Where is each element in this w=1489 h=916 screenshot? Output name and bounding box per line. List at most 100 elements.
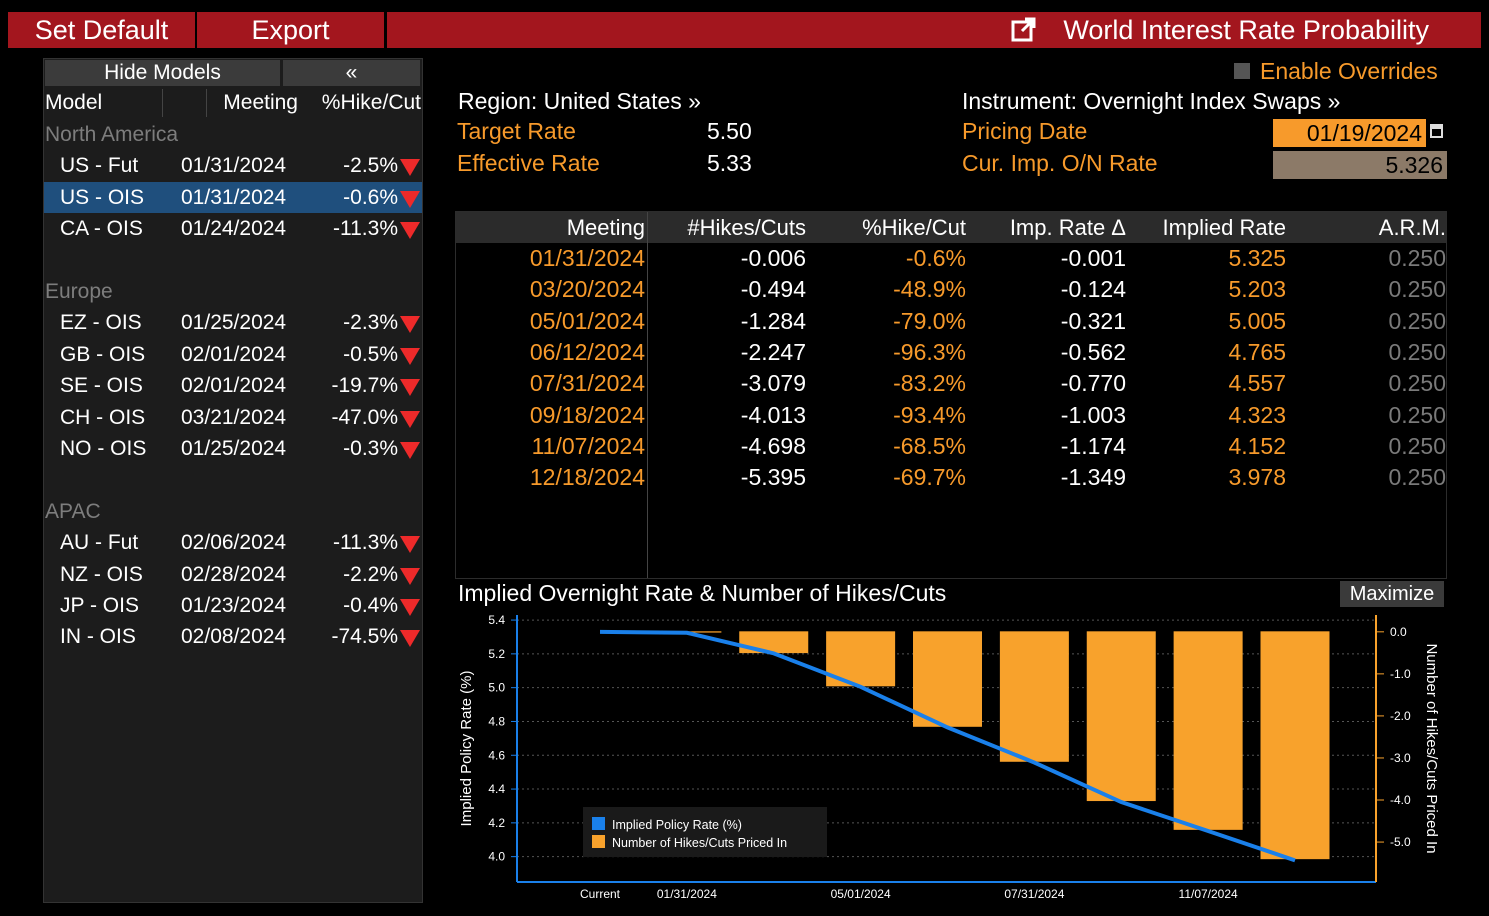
group-heading: North America	[45, 123, 179, 146]
table-cell: 11/07/2024	[531, 432, 645, 459]
table-cell: 0.250	[1388, 276, 1446, 303]
model-row[interactable]: IN - OIS 02/08/2024 -74.5%	[44, 621, 422, 652]
calendar-icon[interactable]	[1430, 124, 1443, 138]
table-cell: 0.250	[1388, 370, 1446, 397]
down-arrow	[400, 222, 420, 240]
model-name: CH - OIS	[60, 405, 146, 429]
column-header: %Hike/Cut	[862, 215, 966, 240]
group-heading: Europe	[45, 280, 113, 303]
hike-cut-pct: -11.3%	[333, 531, 398, 555]
model-row[interactable]: NO - OIS 01/25/2024 -0.3%	[44, 433, 422, 464]
table-cell: 4.323	[1228, 401, 1286, 428]
model-row[interactable]: NZ - OIS 02/28/2024 -2.2%	[44, 559, 422, 590]
meeting-table: Meeting #Hikes/Cuts %Hike/Cut Imp. Rate Δ Im…	[455, 211, 1447, 579]
model-name: SE - OIS	[60, 374, 143, 398]
model-row[interactable]: GB - OIS 02/01/2024 -0.5%	[44, 339, 422, 370]
model-row[interactable]: AU - Fut 02/06/2024 -11.3%	[44, 527, 422, 558]
table-cell: 4.557	[1228, 370, 1286, 397]
table-cell: -3.079	[740, 370, 806, 397]
y2-tick-label: 0.0	[1390, 625, 1407, 639]
column-header: A.R.M.	[1378, 215, 1446, 240]
model-row[interactable]: SE - OIS 02/01/2024 -19.7%	[44, 370, 422, 401]
legend-box	[583, 807, 827, 857]
field-value: 5.33	[707, 149, 752, 176]
rate-input[interactable]: 5.326	[1273, 150, 1447, 179]
table-cell: 07/31/2024	[529, 370, 645, 397]
table-cell: -69.7%	[893, 464, 966, 491]
table-cell: 0.250	[1388, 338, 1446, 365]
model-name: CA - OIS	[60, 217, 143, 241]
collapse-button[interactable]: «	[283, 60, 420, 86]
column-header: Implied Rate	[1162, 215, 1286, 240]
table-cell: 5.005	[1228, 307, 1286, 334]
model-row[interactable]: CA - OIS 01/24/2024 -11.3%	[44, 213, 422, 244]
y2-tick-label: -4.0	[1390, 793, 1411, 807]
down-arrow	[400, 567, 420, 585]
table-cell: -0.562	[1060, 338, 1126, 365]
popout-icon[interactable]	[1010, 16, 1038, 44]
x-tick-label: 05/01/2024	[831, 887, 891, 901]
model-row[interactable]: JP - OIS 01/23/2024 -0.4%	[44, 590, 422, 621]
maximize-button[interactable]: Maximize	[1340, 581, 1444, 607]
column-header: Meeting	[566, 215, 645, 240]
down-arrow	[400, 190, 420, 208]
export-button[interactable]: Export	[197, 12, 384, 48]
meeting-date: 02/06/2024	[181, 531, 287, 555]
override-checkbox[interactable]	[1234, 63, 1250, 79]
table-cell: -93.4%	[893, 401, 966, 428]
field-label: Cur. Imp. O/N Rate	[962, 149, 1158, 176]
table-cell: 3.978	[1228, 464, 1286, 491]
table-cell: -1.174	[1060, 432, 1126, 459]
input-value: 01/19/2024	[1306, 120, 1422, 146]
table-header	[456, 212, 1446, 243]
model-row[interactable]: CH - OIS 03/21/2024 -47.0%	[44, 402, 422, 433]
column-header: Meeting	[223, 91, 298, 114]
column-header: Imp. Rate Δ	[1009, 215, 1126, 240]
legend-label: Implied Policy Rate (%)	[612, 818, 742, 832]
instrument[interactable]: Instrument: Overnight Index Swaps »	[962, 88, 1341, 114]
bar	[913, 631, 982, 727]
down-arrow	[400, 347, 420, 365]
table-cell: -0.770	[1060, 370, 1126, 397]
region[interactable]: Region: United States »	[458, 88, 701, 114]
hike-cut-pct: -74.5%	[331, 625, 398, 649]
meeting-date: 01/25/2024	[181, 311, 287, 335]
group-heading: APAC	[45, 499, 101, 523]
header-divider	[162, 89, 163, 117]
down-arrow	[400, 536, 420, 554]
y-tick-label: 4.6	[488, 748, 505, 762]
table-cell: -0.6%	[905, 245, 966, 271]
set-default-button[interactable]: Set Default	[8, 12, 195, 48]
legend-label: Number of Hikes/Cuts Priced In	[612, 836, 787, 850]
meeting-date: 02/28/2024	[181, 562, 287, 586]
y-tick-label: 4.0	[488, 850, 505, 864]
down-arrow	[400, 379, 420, 397]
y-tick-label: 4.2	[488, 816, 505, 830]
hike-cut-pct: -2.5%	[343, 154, 398, 178]
hike-cut-pct: -2.2%	[343, 562, 398, 586]
title-bar: World Interest Rate Probability	[387, 12, 1481, 48]
column-header: Model	[45, 91, 103, 114]
meeting-date: 02/08/2024	[181, 625, 287, 649]
table-cell: -96.3%	[893, 338, 966, 365]
model-row[interactable]: US - OIS 01/31/2024 -0.6%	[44, 181, 422, 213]
table-cell: -1.284	[740, 307, 806, 334]
hide-models-button[interactable]: Hide Models	[45, 60, 280, 86]
enable-overrides[interactable]: Enable Overrides	[1260, 58, 1438, 84]
bar	[999, 631, 1069, 762]
date-input[interactable]: 01/19/2024	[1273, 119, 1426, 147]
hike-cut-pct: -0.3%	[343, 437, 398, 460]
table-cell: -1.349	[1060, 464, 1126, 491]
meeting-date: 01/31/2024	[181, 154, 287, 178]
down-arrow	[400, 442, 420, 459]
header-divider	[206, 89, 207, 117]
model-row[interactable]: EZ - OIS 01/25/2024 -2.3%	[44, 307, 422, 338]
bar	[1260, 631, 1330, 860]
model-row[interactable]: US - Fut 01/31/2024 -2.5%	[44, 150, 422, 181]
y2-tick-label: -1.0	[1390, 667, 1411, 681]
y-tick-label: 5.4	[488, 613, 505, 627]
model-name: NZ - OIS	[60, 562, 143, 586]
x-tick-label: 11/07/2024	[1179, 887, 1238, 901]
y2-tick-label: -3.0	[1390, 751, 1411, 765]
window-title: World Interest Rate Probability	[1063, 15, 1429, 45]
